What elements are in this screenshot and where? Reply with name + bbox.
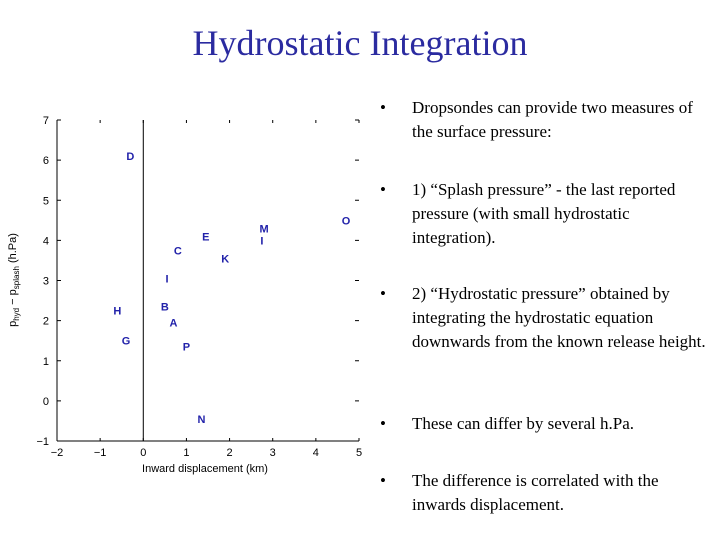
x-tick-label: 3: [270, 447, 276, 459]
y-tick-label: 3: [43, 276, 49, 288]
data-point-e: E: [202, 231, 209, 243]
bullet-item: • 1) “Splash pressure” - the last report…: [374, 178, 714, 250]
y-tick-label: 6: [43, 155, 49, 167]
x-tick-label: 2: [227, 447, 233, 459]
y-tick-label: 2: [43, 316, 49, 328]
bullet-text: 1) “Splash pressure” - the last reported…: [412, 180, 676, 247]
y-tick-label: 7: [43, 115, 49, 127]
bullet-text: The difference is correlated with the in…: [412, 471, 659, 514]
data-point-i: I: [260, 235, 263, 247]
x-tick-label: 0: [140, 447, 146, 459]
data-point-a: A: [170, 318, 178, 330]
bullet-symbol: •: [380, 414, 386, 433]
bullet-symbol: •: [380, 284, 386, 303]
bullet-symbol: •: [380, 471, 386, 490]
x-tick-label: 5: [356, 447, 362, 459]
y-tick-label: 5: [43, 195, 49, 207]
data-point-o: O: [342, 215, 351, 227]
data-point-n: N: [198, 414, 206, 426]
x-axis-label: Inward displacement (km): [142, 463, 268, 475]
y-tick-label: 4: [43, 235, 49, 247]
chart-points: D M O E I C K I H BA G P N: [113, 151, 350, 426]
y-tick-label: 0: [43, 396, 49, 408]
slide-title: Hydrostatic Integration: [192, 23, 528, 63]
bullet-item: • 2) “Hydrostatic pressure” obtained by …: [374, 282, 714, 354]
data-point-k: K: [221, 253, 229, 265]
bullet-item: • The difference is correlated with the …: [374, 469, 714, 517]
bullet-item: • Dropsondes can provide two measures of…: [374, 96, 714, 144]
chart-axes: [56, 120, 359, 442]
x-tick-label: −2: [51, 447, 64, 459]
x-tick-label: 4: [313, 447, 319, 459]
data-point-i: I: [165, 273, 168, 285]
bullet-text: 2) “Hydrostatic pressure” obtained by in…: [412, 284, 706, 351]
bullet-item: • These can differ by several h.Pa.: [374, 412, 714, 436]
data-point-h: H: [113, 306, 121, 318]
data-point-p: P: [183, 342, 190, 354]
y-tick-label: 1: [43, 356, 49, 368]
data-point-d: D: [126, 151, 134, 163]
y-axis-label: phyd − psplash (h.Pa): [7, 233, 21, 327]
data-point-m: M: [259, 223, 268, 235]
data-point-b: B: [161, 302, 169, 314]
data-point-c: C: [174, 245, 182, 257]
x-tick-label: −1: [94, 447, 107, 459]
bullet-symbol: •: [380, 98, 386, 117]
y-tick-label: −1: [36, 436, 49, 448]
bullet-text: Dropsondes can provide two measures of t…: [412, 98, 693, 141]
x-tick-label: 1: [183, 447, 189, 459]
data-point-g: G: [122, 336, 131, 348]
bullet-text: These can differ by several h.Pa.: [412, 414, 635, 433]
bullet-symbol: •: [380, 180, 386, 199]
